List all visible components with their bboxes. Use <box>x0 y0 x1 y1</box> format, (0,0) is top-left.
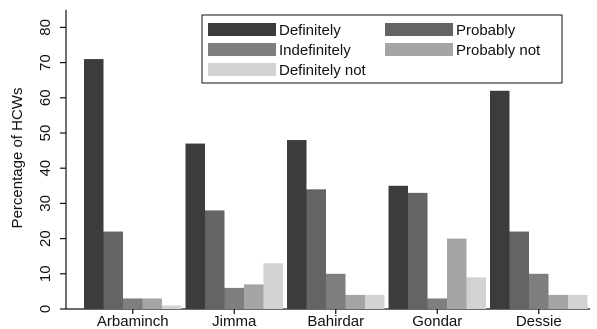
legend-item-probably-not: Probably not <box>385 42 541 59</box>
bars <box>84 59 588 309</box>
bar-probably-not <box>548 294 568 309</box>
bar-probably <box>408 192 428 309</box>
x-tick-label: Bahirdar <box>307 313 364 329</box>
bar-group-bahirdar <box>287 140 385 309</box>
y-axis-label: Percentage of HCWs <box>9 88 26 229</box>
x-axis: Arbaminch Jimma Bahirdar Gondar Dessie <box>66 308 590 329</box>
legend-item-definitely: Definitely <box>208 22 341 39</box>
bar-probably-not <box>142 298 162 309</box>
bar-definitely <box>490 90 510 309</box>
legend-item-probably: Probably <box>385 22 516 39</box>
bar-definitely-not <box>263 263 283 309</box>
y-tick-label: 20 <box>37 230 54 247</box>
x-tick-label: Jimma <box>212 313 257 329</box>
legend-swatch <box>208 23 276 36</box>
legend-item-indefinitely: Indefinitely <box>208 42 351 59</box>
x-tick-label: Dessie <box>516 313 562 329</box>
bar-definitely-not <box>568 294 588 309</box>
legend-label: Probably not <box>456 42 541 59</box>
legend-swatch <box>208 63 276 76</box>
bar-probably <box>103 231 123 309</box>
bar-definitely <box>388 185 408 309</box>
y-tick-label: 60 <box>37 89 54 106</box>
y-tick-label: 10 <box>37 265 54 282</box>
legend-label: Probably <box>456 22 516 39</box>
y-tick-label: 40 <box>37 160 54 177</box>
bar-indefinitely <box>427 298 447 309</box>
x-tick-label: Gondar <box>412 313 462 329</box>
bar-probably <box>306 189 326 309</box>
legend-swatch <box>385 43 453 56</box>
legend-item-definitely-not: Definitely not <box>208 62 367 79</box>
bar-definitely-not <box>162 305 182 309</box>
bar-probably <box>509 231 529 309</box>
y-tick-label: 80 <box>37 19 54 36</box>
bar-group-arbaminch <box>84 59 182 309</box>
bar-probably-not <box>244 284 264 309</box>
legend-label: Definitely not <box>279 62 367 79</box>
x-tick-label: Arbaminch <box>97 313 169 329</box>
legend-swatch <box>208 43 276 56</box>
bar-definitely-not <box>365 294 385 309</box>
bar-definitely <box>287 140 307 309</box>
y-tick-label: 70 <box>37 54 54 71</box>
legend: Definitely Probably Indefinitely Probably n… <box>201 14 563 84</box>
y-tick-label: 0 <box>37 305 54 313</box>
y-tick-label: 30 <box>37 195 54 212</box>
bar-probably-not <box>345 294 365 309</box>
legend-swatch <box>385 23 453 36</box>
bar-group-dessie <box>490 90 588 309</box>
bar-probably <box>205 210 225 309</box>
bar-definitely <box>84 59 104 309</box>
bar-indefinitely <box>326 273 346 309</box>
bar-indefinitely <box>123 298 143 309</box>
legend-label: Indefinitely <box>279 42 351 59</box>
bar-group-jimma <box>185 143 283 309</box>
bar-definitely-not <box>466 277 486 309</box>
bar-definitely <box>185 143 205 309</box>
y-tick-label: 50 <box>37 125 54 142</box>
y-axis: 0 10 20 30 40 50 60 70 80 <box>37 9 67 313</box>
bar-indefinitely <box>224 287 244 309</box>
legend-label: Definitely <box>279 22 341 39</box>
bar-indefinitely <box>529 273 549 309</box>
bar-group-gondar <box>388 185 486 309</box>
bar-probably-not <box>447 238 467 309</box>
